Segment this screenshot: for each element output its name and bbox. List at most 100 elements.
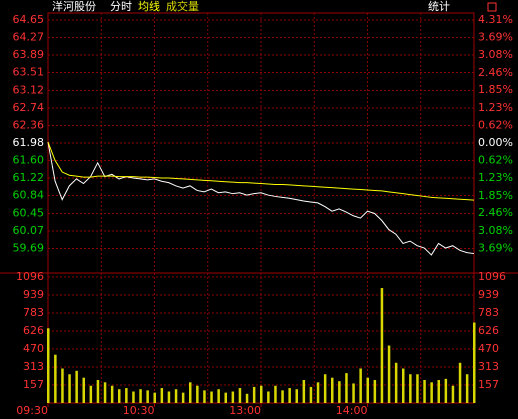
legend-entry[interactable]: 均线	[138, 0, 160, 13]
y2-tick-label: 3.69%	[478, 31, 513, 44]
volume-bar	[224, 392, 227, 403]
volume-bar	[75, 370, 78, 403]
volume-bar	[465, 374, 469, 403]
y-tick-label: 1096	[16, 270, 44, 283]
volume-bar	[345, 373, 348, 403]
volume-bar	[47, 328, 50, 403]
volume-bar	[217, 389, 220, 403]
volume-bar	[54, 354, 57, 403]
y-tick-label: 61.22	[13, 171, 45, 184]
window-icon[interactable]	[487, 2, 497, 12]
volume-bar	[331, 377, 334, 403]
volume-bar	[181, 392, 185, 403]
y2-tick-label: 313	[478, 360, 499, 373]
y-tick-label: 64.27	[13, 31, 45, 44]
volume-bar	[430, 382, 433, 403]
volume-bar	[416, 374, 419, 403]
volume-bar	[139, 389, 142, 403]
volume-bar	[103, 382, 107, 403]
y-tick-label: 63.51	[13, 66, 45, 79]
price-line	[47, 141, 475, 256]
x-tick-label: 14:00	[336, 404, 368, 417]
x-tick-label: 10:30	[123, 404, 155, 417]
y-tick-label: 62.36	[13, 118, 45, 131]
y-tick-label: 63.12	[13, 83, 45, 96]
y2-tick-label: 0.00%	[478, 136, 513, 149]
x-tick-label: 09:30	[16, 404, 48, 417]
volume-bar	[437, 380, 440, 403]
volume-bar	[174, 389, 178, 403]
y2-tick-label: 2.46%	[478, 66, 513, 79]
frame	[47, 12, 475, 404]
average-line	[47, 141, 475, 201]
y-tick-label: 60.45	[13, 206, 45, 219]
y-tick-label: 60.07	[13, 224, 45, 237]
y2-tick-label: 1.85%	[478, 83, 513, 96]
y2-tick-label: 2.46%	[478, 206, 513, 219]
volume-bar	[125, 388, 128, 403]
volume-bar	[394, 362, 398, 403]
volume-bar	[267, 391, 270, 403]
volume-bar	[238, 388, 242, 403]
y2-tick-label: 783	[478, 306, 499, 319]
y2-tick-label: 470	[478, 342, 499, 355]
volume-bar	[160, 388, 164, 403]
volume-bar	[167, 391, 171, 403]
stats[interactable]: 统计	[428, 0, 450, 13]
volume-bar	[153, 392, 156, 403]
volume-bar	[302, 380, 306, 403]
volume-title[interactable]: 成交量	[166, 0, 199, 13]
volume-bar	[231, 391, 235, 403]
y-tick-label: 64.65	[13, 13, 45, 26]
y2-tick-label: 3.08%	[478, 48, 513, 61]
volume-bar	[89, 385, 93, 403]
volume-bar	[245, 393, 249, 403]
volume-bar	[203, 390, 206, 403]
y-tick-label: 313	[23, 360, 44, 373]
volume-bar	[295, 389, 298, 403]
volume-bar	[402, 368, 405, 403]
volume-bar	[110, 385, 114, 403]
y2-tick-label: 1096	[478, 270, 506, 283]
volume-bar	[387, 345, 391, 403]
y2-tick-label: 0.62%	[478, 118, 513, 131]
volume-bar	[323, 374, 327, 403]
y2-tick-label: 3.08%	[478, 224, 513, 237]
y-tick-label: 783	[23, 306, 44, 319]
volume-bar	[132, 391, 135, 403]
y-tick-label: 62.74	[13, 101, 45, 114]
y-tick-label: 61.60	[13, 154, 45, 167]
y-tick-label: 470	[23, 342, 44, 355]
y-tick-label: 939	[23, 288, 44, 301]
volume-bar	[380, 288, 384, 403]
y-tick-label: 59.69	[13, 241, 45, 254]
volume-bar	[281, 390, 284, 403]
mode[interactable]: 分时	[110, 0, 132, 13]
volume-bar	[260, 385, 263, 403]
volume-bar	[210, 391, 213, 403]
y-tick-label: 626	[23, 324, 44, 337]
x-tick-label: 13:00	[229, 404, 261, 417]
volume-bar	[458, 362, 462, 403]
volume-bar	[423, 380, 426, 403]
volume-bar	[451, 385, 455, 403]
y2-tick-label: 939	[478, 288, 499, 301]
volume-bar	[196, 385, 199, 403]
y-tick-label: 157	[23, 378, 44, 391]
volume-bar	[68, 374, 71, 403]
y2-tick-label: 3.69%	[478, 241, 513, 254]
volume-bar	[444, 378, 448, 403]
volume-bar	[366, 377, 369, 403]
volume-bar	[189, 382, 192, 403]
volume-bar	[309, 386, 313, 403]
y2-tick-label: 4.31%	[478, 13, 513, 26]
y2-tick-label: 0.62%	[478, 154, 513, 167]
volume-bar	[288, 388, 291, 403]
volume-bar	[118, 389, 121, 403]
volume-bar	[316, 382, 320, 403]
volume-bar	[82, 377, 85, 403]
y2-tick-label: 157	[478, 378, 499, 391]
volume-bar	[352, 383, 355, 403]
volume-bar	[146, 390, 149, 403]
